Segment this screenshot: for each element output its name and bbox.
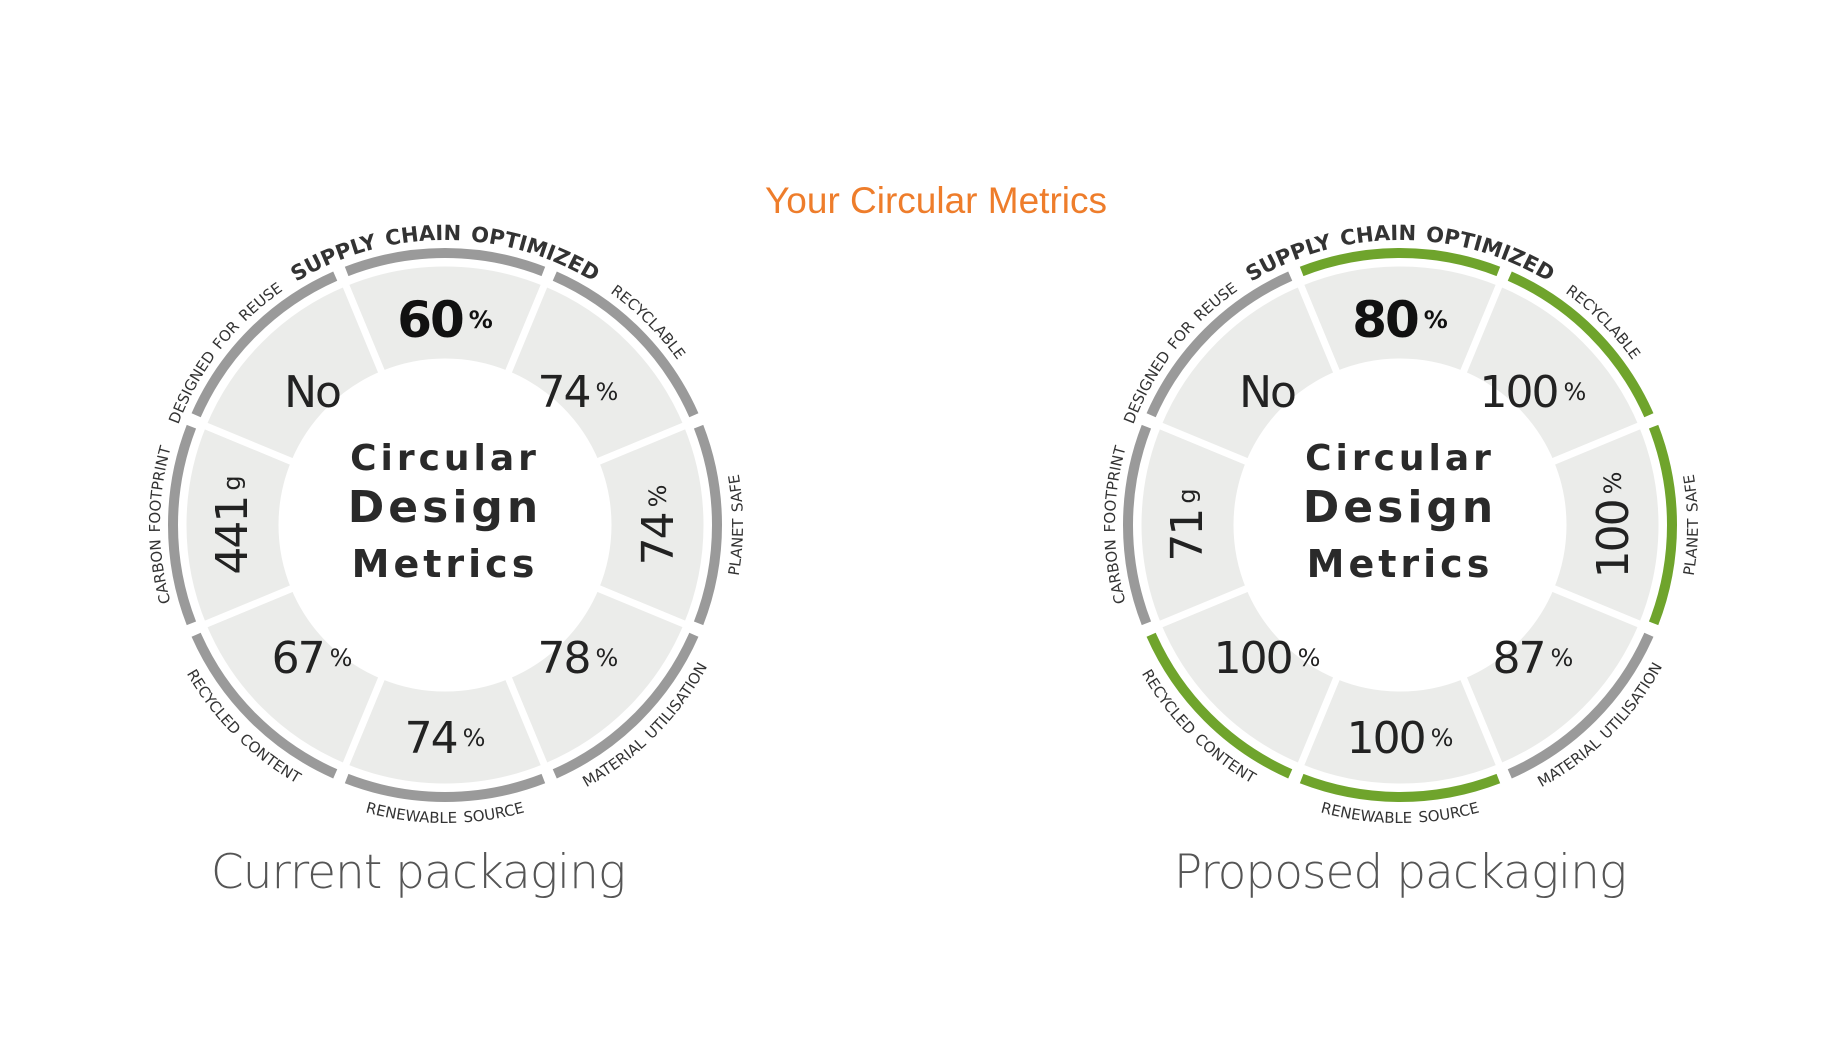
metric-label-word: SAFE <box>725 473 747 512</box>
metric-label-word: SOURCE <box>1418 799 1481 827</box>
metric-value: 67% <box>272 632 353 683</box>
center-title-line: Circular <box>350 438 540 479</box>
ring-arc <box>552 271 699 418</box>
value-unit: % <box>469 306 493 334</box>
current-packaging-caption: Current packaging <box>210 845 626 900</box>
metric-label: RENEWABLE SOURCE <box>1319 799 1481 827</box>
metric-value: 60% <box>397 291 493 349</box>
ring-arc <box>1123 424 1152 626</box>
ring-arc <box>693 424 722 626</box>
proposed-packaging-caption: Proposed packaging <box>1173 845 1627 900</box>
value-number: 74 <box>405 713 457 764</box>
center-title-line: Metrics <box>352 542 539 586</box>
value-unit: % <box>596 378 619 406</box>
metric-value: 71 g <box>1162 488 1213 561</box>
value-unit: % <box>1431 724 1454 752</box>
ring-arc-highlighted <box>1507 271 1654 418</box>
value-number: 441 <box>207 497 258 575</box>
value-number: 100 <box>1588 500 1639 578</box>
metric-value: 80% <box>1352 291 1448 349</box>
ring-arc <box>1146 271 1293 418</box>
value-unit: % <box>463 724 486 752</box>
value-unit: % <box>1599 472 1627 495</box>
value-unit: % <box>1424 306 1448 334</box>
value-number: 100 <box>1480 367 1558 418</box>
ring-arc <box>1507 632 1654 779</box>
metric-label: PLANET SAFE <box>1680 473 1702 577</box>
metric-label-word: RENEWABLE <box>1319 799 1412 827</box>
metric-value: 74% <box>633 485 684 566</box>
metric-value: 100% <box>1214 632 1321 683</box>
value-number: 78 <box>538 632 590 683</box>
ring-arc <box>552 632 699 779</box>
ring-arc-highlighted <box>1299 773 1501 802</box>
metric-value: 74% <box>405 713 486 764</box>
metric-label: RENEWABLE SOURCE <box>364 799 526 827</box>
metric-value: 441 g <box>207 475 258 574</box>
ring-arc-highlighted <box>1146 632 1293 779</box>
metric-value: No <box>1239 367 1295 418</box>
value-unit: g <box>218 475 246 490</box>
value-number: 67 <box>272 632 324 683</box>
value-number: 100 <box>1214 632 1292 683</box>
metric-value: 100% <box>1588 472 1639 579</box>
metric-label-word: RENEWABLE <box>364 799 457 827</box>
metric-value: No <box>284 367 340 418</box>
metric-value: 78% <box>538 632 619 683</box>
ring-arc-highlighted <box>1299 248 1501 277</box>
value-number: 80 <box>1352 291 1418 349</box>
value-unit: % <box>330 644 353 672</box>
value-unit: % <box>644 485 672 508</box>
ring-arc <box>168 424 197 626</box>
ring-arc <box>191 632 338 779</box>
metric-value: 100% <box>1347 713 1454 764</box>
center-title-line: Design <box>1303 482 1497 533</box>
metric-label-word: PLANET <box>725 518 747 577</box>
center-title-line: Circular <box>1305 438 1495 479</box>
value-number: 74 <box>633 513 684 565</box>
metric-label-word: PLANET <box>1680 518 1702 577</box>
value-number: 60 <box>397 291 463 349</box>
metric-label-word: REUSE <box>1190 279 1240 325</box>
ring-arc <box>344 248 546 277</box>
metric-label: PLANET SAFE <box>725 473 747 577</box>
value-number: 74 <box>538 367 590 418</box>
metric-label-word: CHAIN <box>1338 221 1416 251</box>
ring-arc <box>191 271 338 418</box>
metric-label-word: CHAIN <box>383 221 461 251</box>
page-title: Your Circular Metrics <box>765 180 1107 221</box>
value-number: 71 <box>1162 510 1213 562</box>
value-unit: % <box>1551 644 1574 672</box>
center-title-line: Design <box>348 482 542 533</box>
value-unit: % <box>1298 644 1321 672</box>
proposed-packaging-wheel: SUPPLY CHAIN OPTIMIZED 80% RECYCLABLE 100% PLA… <box>1090 215 1710 835</box>
center-title-line: Metrics <box>1307 542 1494 586</box>
value-unit: g <box>1173 488 1201 503</box>
value-unit: % <box>1564 378 1587 406</box>
metric-segment: PLANET SAFE 100% <box>1546 420 1702 630</box>
ring-arc-highlighted <box>1648 424 1677 626</box>
metric-label-word: SOURCE <box>463 799 526 827</box>
value-number: 87 <box>1493 632 1545 683</box>
value-number: No <box>284 367 340 418</box>
ring-arc <box>344 773 546 802</box>
segment-sector <box>1153 278 1343 468</box>
metric-value: 74% <box>538 367 619 418</box>
segment-sector <box>198 278 388 468</box>
metric-value: 100% <box>1480 367 1587 418</box>
metric-segment: PLANET SAFE 74% <box>591 420 747 630</box>
value-unit: % <box>596 644 619 672</box>
value-number: 100 <box>1347 713 1425 764</box>
value-number: No <box>1239 367 1295 418</box>
metric-label-word: REUSE <box>235 279 285 325</box>
metric-label-word: SAFE <box>1680 473 1702 512</box>
current-packaging-wheel: SUPPLY CHAIN OPTIMIZED 60% RECYCLABLE 74% PLAN… <box>135 215 755 835</box>
metric-value: 87% <box>1493 632 1574 683</box>
